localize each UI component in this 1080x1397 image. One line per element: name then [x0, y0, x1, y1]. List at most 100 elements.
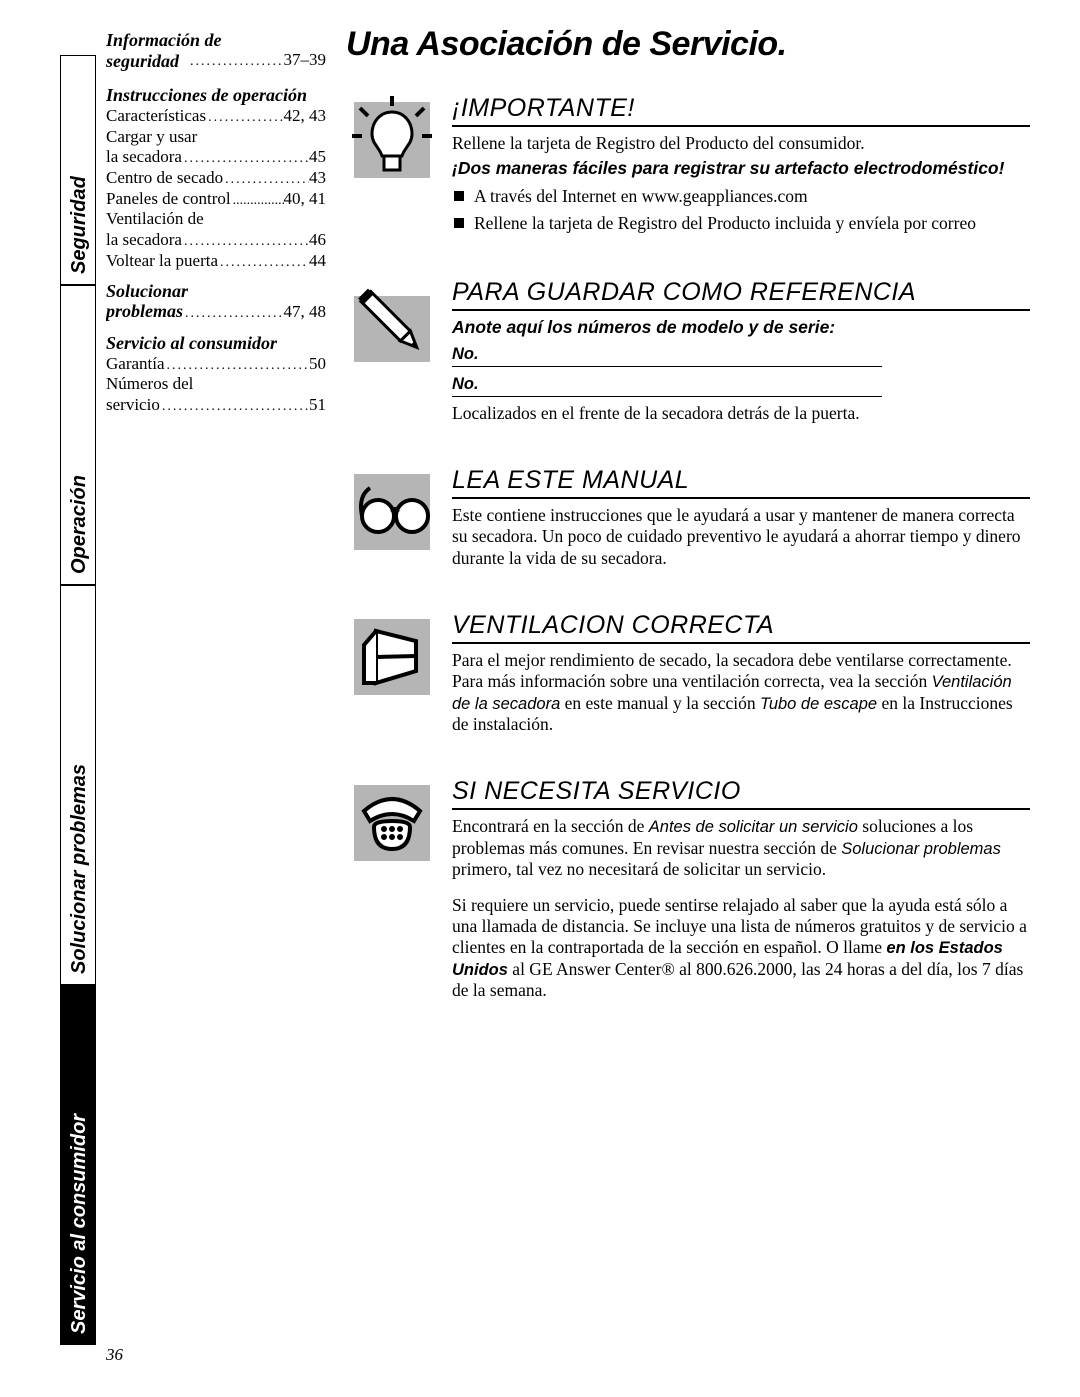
- glasses-icon: [346, 466, 438, 558]
- toc-dots: [188, 54, 284, 71]
- no-label: No.: [452, 345, 485, 366]
- side-tabs: Seguridad Operación Solucionar problemas…: [60, 25, 96, 1345]
- toc-label: problemas: [106, 301, 183, 322]
- tab-solucionar[interactable]: Solucionar problemas: [60, 585, 96, 985]
- paragraph: Si requiere un servicio, puede sentirse …: [452, 895, 1030, 1002]
- lightbulb-icon: [346, 94, 438, 186]
- subheading: Anote aquí los números de modelo y de se…: [452, 317, 1030, 338]
- no-label: No.: [452, 375, 485, 396]
- emphasis: Solucionar problemas: [841, 840, 1001, 858]
- tab-label: Seguridad: [68, 176, 91, 274]
- toc-pages: 44: [309, 251, 326, 271]
- section-body: SI NECESITA SERVICIO Encontrará en la se…: [452, 777, 1030, 1005]
- toc-label: la secadora: [106, 147, 182, 167]
- toc-label: Características: [106, 106, 206, 126]
- toc-row[interactable]: Voltear la puerta 44: [106, 251, 326, 272]
- toc-pages: 42, 43: [284, 106, 327, 126]
- paragraph: Este contiene instrucciones que le ayuda…: [452, 505, 1030, 569]
- tab-label: Servicio al consumidor: [68, 1114, 91, 1334]
- bullet-list: A través del Internet en www.geappliance…: [452, 186, 1030, 235]
- toc-pages: 50: [309, 354, 326, 374]
- emphasis: Antes de solicitar un servicio: [649, 818, 858, 836]
- toc-label: Números del: [106, 374, 193, 394]
- list-item: A través del Internet en www.geappliance…: [452, 186, 1030, 207]
- toc-dots: [218, 255, 309, 272]
- main-content: Una Asociación de Servicio.: [346, 25, 1030, 1043]
- table-of-contents: Información deseguridad 37–39 Instruccio…: [106, 30, 326, 416]
- toc-row[interactable]: la secadora 46: [106, 230, 326, 251]
- toc-label: Garantía: [106, 354, 165, 374]
- paragraph: Localizados en el frente de la secadora …: [452, 403, 1030, 424]
- tab-operacion[interactable]: Operación: [60, 285, 96, 585]
- section-manual: LEA ESTE MANUAL Este contiene instruccio…: [346, 466, 1030, 573]
- toc-label: Voltear la puerta: [106, 251, 218, 271]
- section-heading: PARA GUARDAR COMO REFERENCIA: [452, 278, 1030, 311]
- text: primero, tal vez no necesitará de solici…: [452, 859, 826, 879]
- page-number: 36: [106, 1345, 123, 1365]
- tab-label: Solucionar problemas: [68, 764, 91, 974]
- paragraph: Para el mejor rendimiento de secado, la …: [452, 650, 1030, 735]
- paragraph: Rellene la tarjeta de Registro del Produ…: [452, 133, 1030, 154]
- section-body: ¡IMPORTANTE! Rellene la tarjeta de Regis…: [452, 94, 1030, 240]
- toc-heading: Servicio al consumidor: [106, 333, 326, 354]
- page-title: Una Asociación de Servicio.: [346, 25, 1030, 64]
- model-number-field[interactable]: No.: [452, 343, 882, 367]
- toc-label: servicio: [106, 395, 160, 415]
- toc-dots: [231, 193, 284, 210]
- toc-pages: 45: [309, 147, 326, 167]
- section-heading: LEA ESTE MANUAL: [452, 466, 1030, 499]
- text: Para el mejor rendimiento de secado, la …: [452, 650, 1012, 691]
- section-heading: ¡IMPORTANTE!: [452, 94, 1030, 127]
- toc-row[interactable]: la secadora 45: [106, 147, 326, 168]
- text: al GE Answer Center® al 800.626.2000, la…: [452, 959, 1023, 1000]
- vent-icon: [346, 611, 438, 703]
- toc-dots: [183, 306, 283, 323]
- tab-servicio[interactable]: Servicio al consumidor: [60, 985, 96, 1345]
- toc-heading: Instrucciones de operación: [106, 85, 326, 106]
- toc-label: Centro de secado: [106, 168, 223, 188]
- text: en este manual y la sección: [560, 693, 760, 713]
- paragraph: Encontrará en la sección de Antes de sol…: [452, 816, 1030, 880]
- toc-pages: 37–39: [284, 50, 327, 70]
- section-ventilacion: VENTILACION CORRECTA Para el mejor rendi…: [346, 611, 1030, 739]
- toc-dots: [223, 172, 309, 189]
- toc-row[interactable]: Centro de secado 43: [106, 168, 326, 189]
- toc-dots: [182, 151, 309, 168]
- serial-number-field[interactable]: No.: [452, 373, 882, 397]
- section-heading: SI NECESITA SERVICIO: [452, 777, 1030, 810]
- toc-pages: 47, 48: [284, 302, 327, 322]
- toc-pages: 51: [309, 395, 326, 415]
- toc-row: Números del: [106, 374, 326, 394]
- toc-label: Cargar y usar: [106, 127, 197, 147]
- toc-heading: Solucionar: [106, 281, 326, 302]
- list-item: Rellene la tarjeta de Registro del Produ…: [452, 213, 1030, 234]
- section-heading: VENTILACION CORRECTA: [452, 611, 1030, 644]
- tab-label: Operación: [68, 475, 91, 574]
- section-referencia: PARA GUARDAR COMO REFERENCIA Anote aquí …: [346, 278, 1030, 428]
- toc-dots: [182, 234, 309, 251]
- text: Encontrará en la sección de: [452, 816, 649, 836]
- toc-row[interactable]: Paneles de control 40, 41: [106, 189, 326, 210]
- section-body: LEA ESTE MANUAL Este contiene instruccio…: [452, 466, 1030, 573]
- toc-label: la secadora: [106, 230, 182, 250]
- phone-icon: [346, 777, 438, 869]
- section-body: PARA GUARDAR COMO REFERENCIA Anote aquí …: [452, 278, 1030, 428]
- toc-dots: [206, 110, 283, 127]
- section-body: VENTILACION CORRECTA Para el mejor rendi…: [452, 611, 1030, 739]
- toc-row[interactable]: Características 42, 43: [106, 106, 326, 127]
- toc-label: Paneles de control: [106, 189, 231, 209]
- toc-pages: 43: [309, 168, 326, 188]
- toc-pages: 40, 41: [284, 189, 327, 209]
- toc-row[interactable]: servicio 51: [106, 395, 326, 416]
- emphasis: Tubo de escape: [760, 695, 877, 713]
- toc-row: Cargar y usar: [106, 127, 326, 147]
- toc-row: Ventilación de: [106, 209, 326, 229]
- tab-seguridad[interactable]: Seguridad: [60, 55, 96, 285]
- section-servicio: SI NECESITA SERVICIO Encontrará en la se…: [346, 777, 1030, 1005]
- toc-row[interactable]: problemas 47, 48: [106, 301, 326, 323]
- pencil-icon: [346, 278, 438, 370]
- toc-label: Ventilación de: [106, 209, 204, 229]
- page-container: Seguridad Operación Solucionar problemas…: [60, 25, 1030, 1365]
- toc-dots: [165, 358, 309, 375]
- toc-row[interactable]: Garantía 50: [106, 354, 326, 375]
